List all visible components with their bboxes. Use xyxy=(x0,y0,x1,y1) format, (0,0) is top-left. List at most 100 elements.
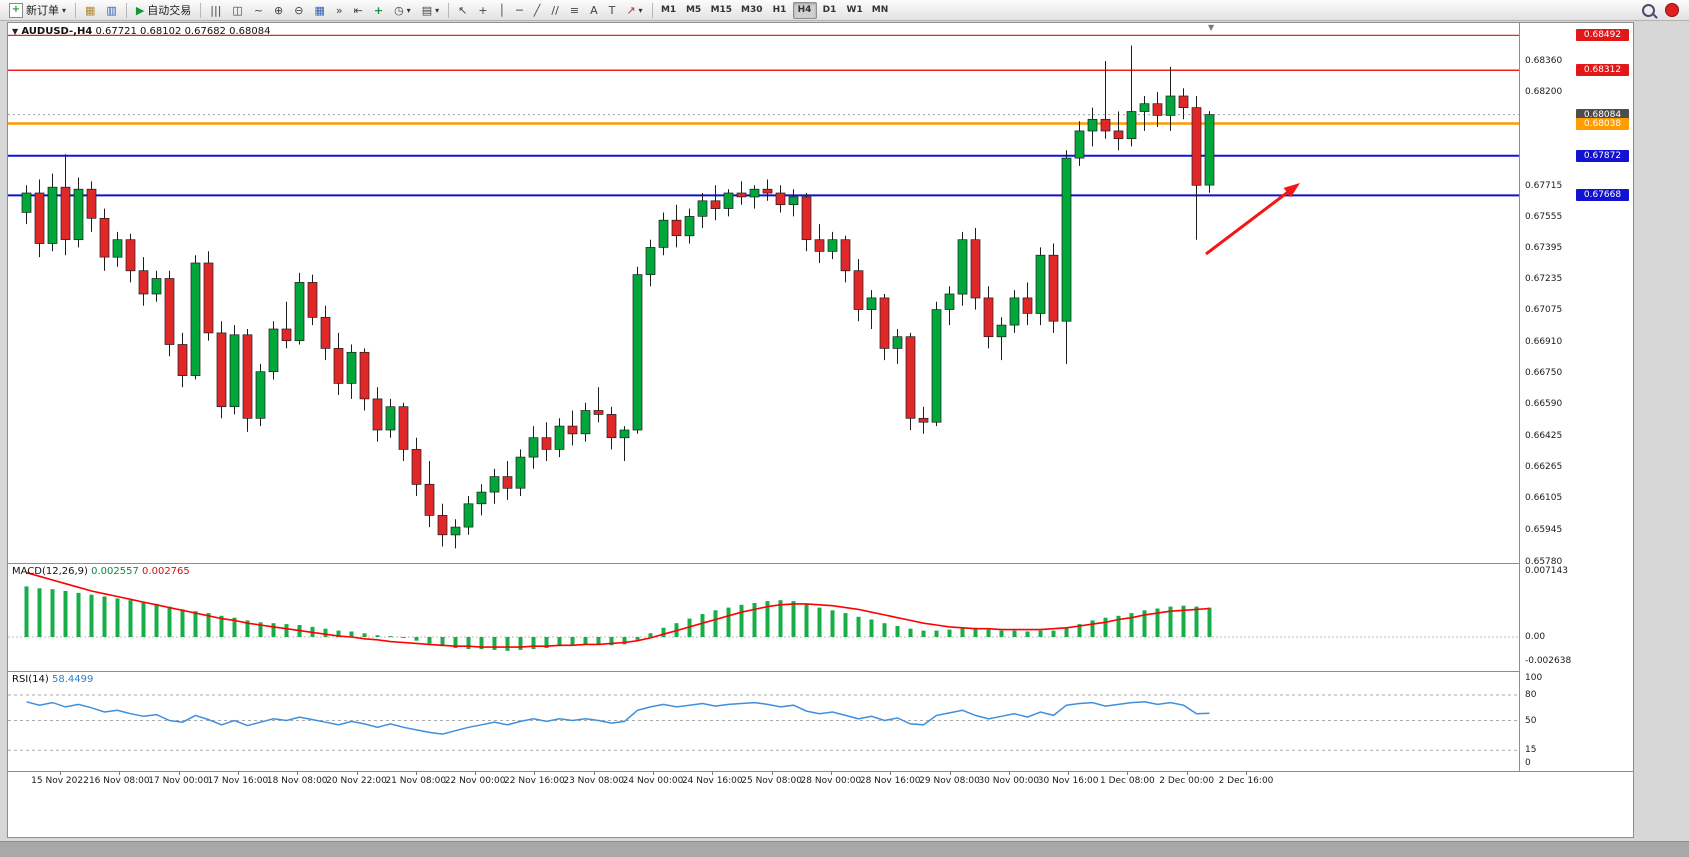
time-label: 18 Nov 08:00 xyxy=(266,776,328,786)
price-tick: 0.67075 xyxy=(1525,305,1563,315)
candles-layer xyxy=(21,45,1215,549)
tile-windows-button[interactable]: ▦ xyxy=(309,1,329,19)
crosshair-button[interactable]: + xyxy=(473,1,492,19)
toolbar-separator xyxy=(651,2,653,18)
price-tick: 0.66425 xyxy=(1525,431,1563,442)
horizontal-line-icon: ─ xyxy=(516,3,523,17)
time-label: 16 Nov 08:00 xyxy=(88,776,150,786)
timeframe-W1[interactable]: W1 xyxy=(843,2,867,19)
time-label: 24 Nov 16:00 xyxy=(681,776,743,786)
cursor-button[interactable]: ↖ xyxy=(453,1,472,19)
price-axis[interactable]: 0.68360 0.68200 0.67715 0.67555 0.67395 0.672… xyxy=(1519,23,1633,771)
time-tick xyxy=(890,772,892,775)
chevron-down-icon: ▾ xyxy=(62,5,67,15)
text-tool-button[interactable]: A xyxy=(585,1,603,19)
time-tick xyxy=(297,772,299,775)
annotation-arrow[interactable] xyxy=(1205,183,1300,256)
cursor-icon: ↖ xyxy=(458,3,468,17)
time-label: 25 Nov 08:00 xyxy=(741,776,802,786)
price-tick: 0.65945 xyxy=(1525,524,1563,535)
chevron-down-icon: ▾ xyxy=(435,5,440,15)
collapse-triangle-icon[interactable]: ▼ xyxy=(12,27,19,36)
rsi-pane-svg[interactable] xyxy=(8,672,1519,770)
pane-divider[interactable] xyxy=(8,771,1633,772)
profiles-button[interactable]: ▥ xyxy=(101,1,121,19)
new-order-button[interactable]: + 新订单 ▾ xyxy=(4,1,71,19)
pane-divider[interactable] xyxy=(8,563,1633,564)
time-tick xyxy=(771,772,773,775)
time-tick xyxy=(1186,772,1188,775)
time-axis[interactable]: 15 Nov 2022 16 Nov 08:00 17 Nov 00:00 17 No… xyxy=(8,772,1633,836)
macd-axis-tick: 0.007143 xyxy=(1525,566,1568,577)
time-tick xyxy=(830,772,832,775)
auto-scroll-button[interactable]: » xyxy=(331,1,348,19)
price-tick: 0.67555 xyxy=(1525,211,1563,222)
rsi-axis-tick: 80 xyxy=(1525,690,1537,700)
periods-button[interactable]: ◷ ▾ xyxy=(389,1,416,19)
timeframe-H1[interactable]: H1 xyxy=(768,2,792,19)
time-tick xyxy=(60,772,61,775)
timeframe-M30[interactable]: M30 xyxy=(737,2,766,19)
arrows-tool-button[interactable]: ↗ ▾ xyxy=(621,1,647,19)
time-label: 23 Nov 08:00 xyxy=(563,776,625,786)
clock-icon: ◷ xyxy=(394,3,404,17)
trendline-button[interactable]: ╱ xyxy=(529,1,546,19)
timeframe-group: M1 M5 M15 M30 H1 H4 D1 W1 MN xyxy=(657,1,893,19)
notification-badge[interactable] xyxy=(1665,3,1679,17)
vertical-line-button[interactable]: │ xyxy=(494,1,511,19)
zoom-in-button[interactable]: ⊕ xyxy=(269,1,288,19)
price-tick: 0.67395 xyxy=(1525,242,1563,253)
chart-shift-button[interactable]: ⇤ xyxy=(349,1,368,19)
charts-window-icon: ▦ xyxy=(85,3,96,17)
timeframe-D1[interactable]: D1 xyxy=(818,2,842,19)
auto-trading-button[interactable]: ▶ 自动交易 xyxy=(131,1,196,19)
timeframe-M15[interactable]: M15 xyxy=(707,2,736,19)
toolbar-right-group xyxy=(1642,3,1685,17)
timeframe-M1[interactable]: M1 xyxy=(657,2,681,19)
price-level-badge: 0.67668 xyxy=(1576,189,1629,202)
horizontal-line-button[interactable]: ─ xyxy=(511,1,528,19)
chart-window: ▼ AUDUSD-,H4 0.67721 0.68102 0.67682 0.6… xyxy=(7,22,1634,838)
text-label-button[interactable]: T xyxy=(604,1,621,19)
chart-shift-marker[interactable]: ▼ xyxy=(1208,23,1215,32)
fibonacci-button[interactable]: ≡ xyxy=(565,1,584,19)
line-chart-button[interactable]: ~ xyxy=(249,1,268,19)
time-label: 17 Nov 16:00 xyxy=(207,776,269,786)
search-icon[interactable] xyxy=(1642,3,1655,17)
zoom-out-button[interactable]: ⊖ xyxy=(289,1,308,19)
chart-shift-icon: ⇤ xyxy=(353,3,363,17)
rsi-name: RSI(14) xyxy=(12,674,49,685)
pane-divider[interactable] xyxy=(8,671,1633,672)
time-tick xyxy=(1127,772,1129,775)
price-level-badge: 0.67872 xyxy=(1576,149,1629,162)
macd-pane-svg[interactable] xyxy=(8,564,1519,671)
macd-signal-value: 0.002765 xyxy=(142,566,190,577)
template-icon: ▤ xyxy=(421,3,433,17)
indicators-button[interactable]: + xyxy=(369,1,388,19)
macd-axis-tick: -0.002638 xyxy=(1525,656,1572,667)
timeframe-MN[interactable]: MN xyxy=(868,2,893,19)
time-tick xyxy=(534,772,536,775)
vertical-line-icon: │ xyxy=(498,3,506,17)
timeframe-M5[interactable]: M5 xyxy=(682,2,706,19)
level-lines-layer xyxy=(8,34,1519,197)
candlestick-chart-button[interactable]: ◫ xyxy=(227,1,247,19)
time-tick xyxy=(237,772,239,775)
timeframe-H4[interactable]: H4 xyxy=(792,1,817,19)
candlestick-chart-icon: ◫ xyxy=(232,3,243,17)
price-tick: 0.65780 xyxy=(1525,556,1563,567)
rsi-line xyxy=(26,701,1210,735)
price-pane-svg[interactable] xyxy=(8,23,1519,563)
bars-chart-button[interactable]: ||| xyxy=(205,1,226,19)
price-tick: 0.66105 xyxy=(1525,493,1563,504)
macd-label: MACD(12,26,9) 0.002557 0.002765 xyxy=(12,566,190,577)
channel-button[interactable]: // xyxy=(546,1,563,19)
toolbar-separator xyxy=(200,2,202,18)
charts-window-button[interactable]: ▦ xyxy=(80,1,100,19)
time-tick xyxy=(178,772,180,775)
templates-button[interactable]: ▤ ▾ xyxy=(417,1,444,19)
price-tick: 0.66590 xyxy=(1525,399,1563,410)
chevron-down-icon: ▾ xyxy=(638,5,643,15)
time-label: 30 Nov 16:00 xyxy=(1037,776,1099,786)
time-tick xyxy=(119,772,121,775)
